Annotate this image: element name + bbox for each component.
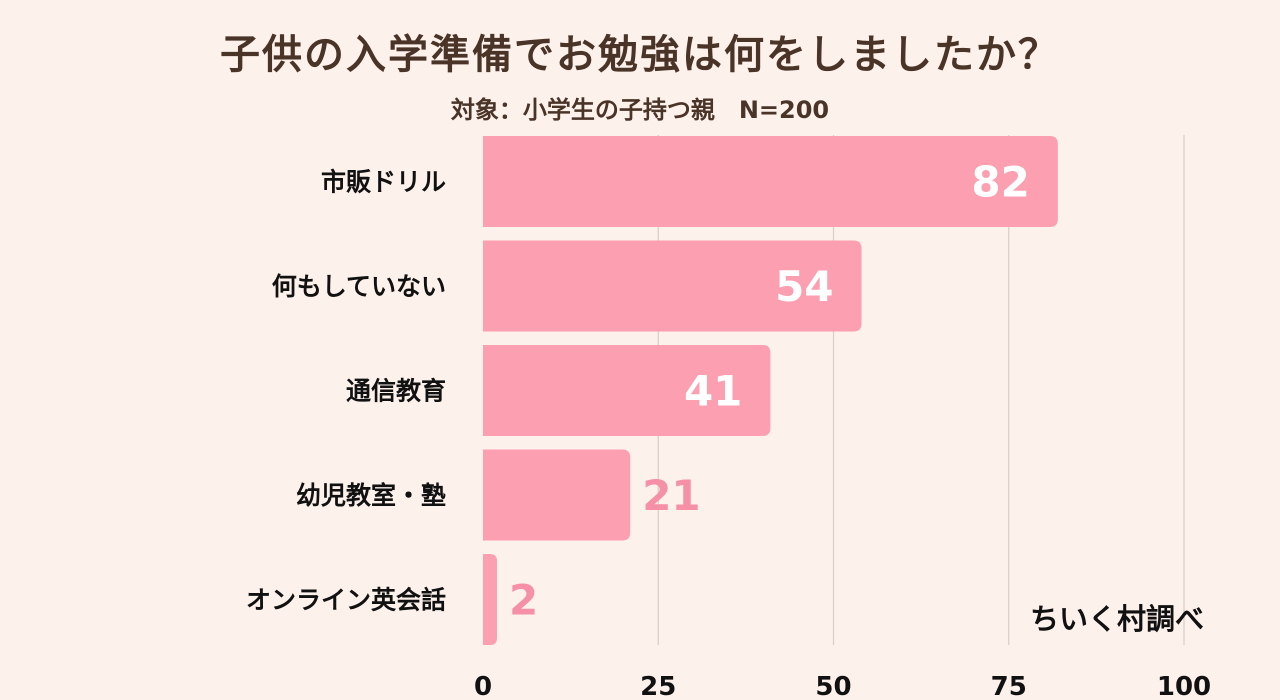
bar-2: [483, 240, 862, 332]
chart-subtitle: 対象：小学生の子持つ親 N=200: [450, 96, 830, 124]
bar-5: [483, 554, 498, 645]
chart-title: 子供の入学準備でお勉強は何をしましたか？: [220, 32, 1060, 78]
x-tick-label-0: 0: [474, 672, 492, 700]
bar-3: [483, 345, 771, 436]
category-label-3: 通信教育: [346, 377, 446, 406]
value-labels: 82 54 41 21 2: [509, 158, 1030, 625]
value-label-2: 54: [775, 262, 833, 311]
value-label-3: 41: [684, 367, 742, 416]
bar-4: [483, 449, 631, 541]
x-tick-label-75: 75: [991, 672, 1027, 700]
value-label-4: 21: [642, 471, 700, 520]
source-credit: ちいく村調べ: [1030, 602, 1205, 636]
category-label-5: オンライン英会話: [246, 586, 446, 615]
category-label-2: 何もしていない: [272, 272, 446, 301]
value-label-1: 82: [971, 158, 1029, 207]
x-axis-ticks: 0 25 50 75 100: [474, 672, 1211, 700]
value-label-5: 2: [509, 576, 538, 625]
bar-1: [483, 136, 1058, 227]
x-tick-label-50: 50: [815, 672, 851, 700]
x-tick-label-100: 100: [1157, 672, 1211, 700]
category-label-4: 幼児教室・塾: [296, 481, 446, 510]
category-label-1: 市販ドリル: [321, 168, 446, 197]
bars: [483, 136, 1058, 645]
x-tick-label-25: 25: [640, 672, 676, 700]
